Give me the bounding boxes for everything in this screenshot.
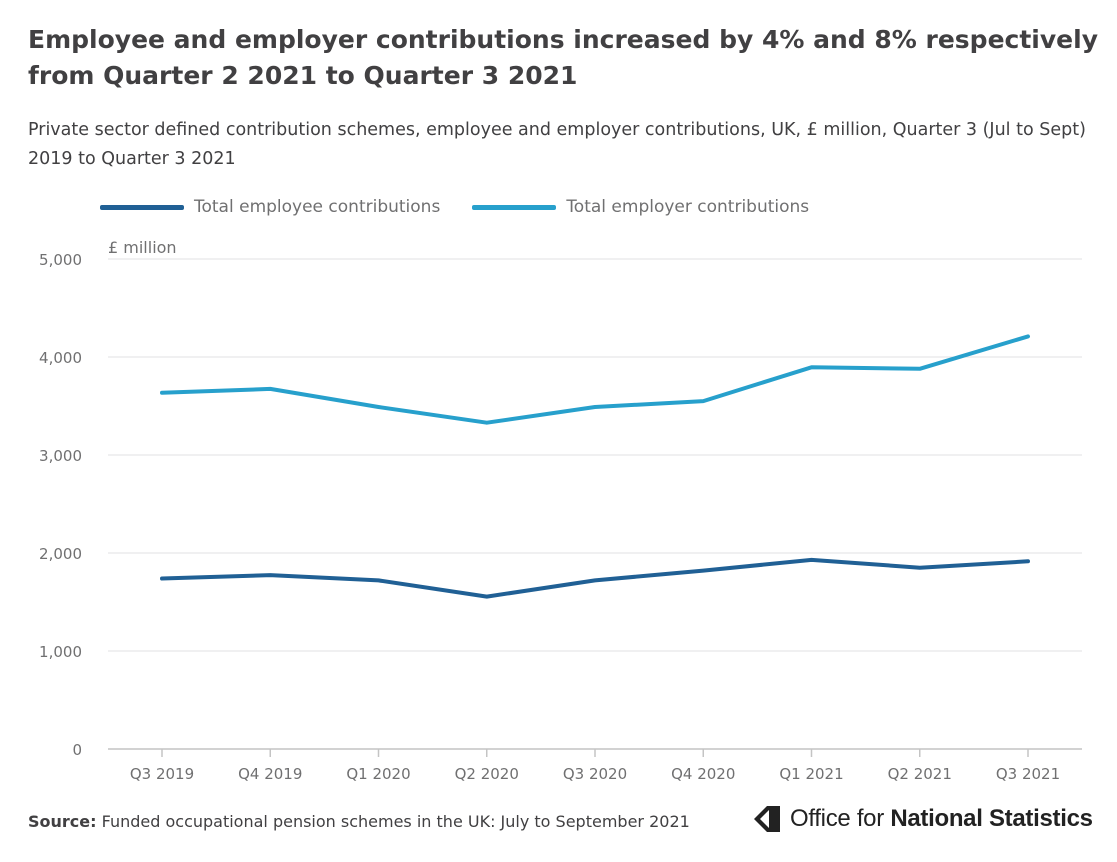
legend: Total employee contributions Total emplo… bbox=[100, 194, 841, 220]
legend-item-employer: Total employer contributions bbox=[472, 197, 809, 217]
x-tick-label: Q1 2021 bbox=[779, 765, 843, 783]
ons-logo-text: Office for National Statistics bbox=[790, 805, 1093, 833]
line-chart: 0 1,000 2,000 3,000 4,000 5,000 £ million Q3 20… bbox=[39, 238, 1082, 783]
y-tick-label: 1,000 bbox=[39, 643, 82, 661]
y-tick-label: 5,000 bbox=[39, 251, 82, 269]
source-note: Source: Funded occupational pension sche… bbox=[28, 812, 690, 831]
legend-label-employer: Total employer contributions bbox=[566, 197, 810, 217]
chart-subtitle: Private sector defined contribution sche… bbox=[28, 120, 1086, 169]
y-tick-label: 0 bbox=[72, 741, 82, 759]
logo-text-bold: National Statistics bbox=[890, 805, 1093, 832]
legend-swatch-employer bbox=[472, 204, 557, 210]
x-tick-label: Q3 2021 bbox=[996, 765, 1060, 783]
x-tick-label: Q4 2019 bbox=[238, 765, 302, 783]
series-line-employee bbox=[160, 557, 1030, 599]
chart-title: Employee and employer contributions incr… bbox=[28, 25, 1098, 90]
y-axis-label: £ million bbox=[108, 238, 177, 257]
source-text: Funded occupational pension schemes in t… bbox=[101, 812, 690, 831]
source-label: Source: bbox=[28, 812, 97, 831]
x-tick-label: Q2 2020 bbox=[455, 765, 519, 783]
legend-swatch-employee bbox=[100, 204, 184, 210]
y-tick-label: 3,000 bbox=[39, 447, 82, 465]
x-tick-label: Q3 2020 bbox=[563, 765, 627, 783]
y-tick-label: 2,000 bbox=[39, 545, 82, 563]
ons-logo-icon bbox=[754, 806, 780, 832]
x-tick-label: Q2 2021 bbox=[888, 765, 952, 783]
y-tick-label: 4,000 bbox=[39, 349, 82, 367]
x-tick-label: Q1 2020 bbox=[346, 765, 410, 783]
ons-logo: Office for National Statistics bbox=[752, 804, 1093, 834]
x-tick-label: Q3 2019 bbox=[130, 765, 194, 783]
legend-label-employee: Total employee contributions bbox=[194, 197, 441, 217]
x-tick-label: Q4 2020 bbox=[671, 765, 735, 783]
logo-text-regular: Office for bbox=[790, 805, 884, 832]
legend-item-employee: Total employee contributions bbox=[100, 197, 440, 217]
series-line-employer bbox=[160, 334, 1030, 425]
